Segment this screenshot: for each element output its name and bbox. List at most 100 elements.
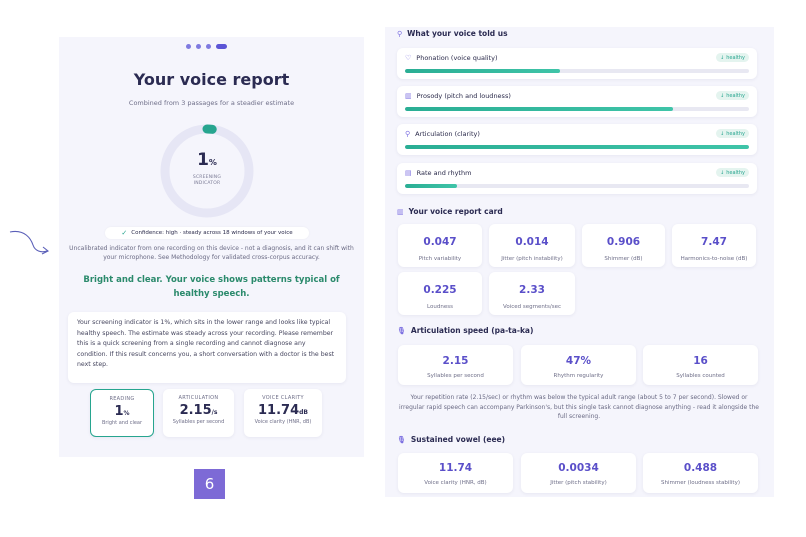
articulation-explanation: Your repetition rate (2.15/sec) or rhyth… <box>399 394 759 420</box>
step-indicator <box>186 44 227 49</box>
score-ring-fill <box>160 124 254 218</box>
stat-label: Syllables counted <box>676 373 725 379</box>
stat-card: 2.33 Voiced segments/sec <box>489 272 575 315</box>
stat-value: 0.014 <box>515 236 549 248</box>
page-title: Your voice report <box>133 70 290 89</box>
trait-fill <box>405 69 560 73</box>
stat-card: 0.0034 Jitter (pitch stability) <box>521 453 636 493</box>
section-title-report-card: ▥ Your voice report card <box>397 207 503 216</box>
step-dot[interactable] <box>206 44 211 49</box>
annotation-arrow-icon <box>9 230 50 255</box>
metric-value: 11.74dB <box>258 403 308 418</box>
stat-card: 7.47 Harmonics-to-noise (dB) <box>672 224 756 267</box>
page-number-badge: 6 <box>194 469 225 499</box>
section-title-text: Sustained vowel (eee) <box>410 435 506 444</box>
trait-track <box>405 69 749 73</box>
stat-value: 16 <box>693 355 708 367</box>
microphone-icon: 🎙 <box>397 435 406 444</box>
check-icon: ✓ <box>121 229 128 237</box>
stat-card: 0.488 Shimmer (loudness stability) <box>643 453 758 493</box>
section-title-text: What your voice told us <box>407 29 508 38</box>
stat-value: 0.225 <box>423 284 457 296</box>
search-icon: ⚲ <box>405 130 411 138</box>
step-dot-active[interactable] <box>216 44 227 49</box>
metric-label: READING <box>109 396 135 402</box>
section-title-sustained-vowel: 🎙 Sustained vowel (eee) <box>397 435 505 444</box>
stat-label: Loudness <box>427 304 453 310</box>
stat-card: 16 Syllables counted <box>643 345 758 385</box>
stat-card: 0.906 Shimmer (dB) <box>582 224 665 267</box>
trait-track <box>405 107 749 111</box>
stat-card: 2.15 Syllables per second <box>398 345 513 385</box>
stat-label: Jitter (pitch stability) <box>550 480 607 486</box>
stat-value: 7.47 <box>701 236 727 248</box>
stat-value: 0.0034 <box>558 462 599 474</box>
status-badge: ↓ healthy <box>716 168 749 177</box>
section-title-articulation-speed: 🎙 Articulation speed (pa-ta-ka) <box>397 326 533 335</box>
confidence-pill: ✓ Confidence: high · steady across 18 wi… <box>105 227 309 239</box>
stat-card: 0.225 Loudness <box>398 272 482 315</box>
document-icon: ▤ <box>405 169 412 177</box>
stat-label: Pitch variability <box>418 256 462 262</box>
step-dot[interactable] <box>196 44 201 49</box>
stat-label: Rhythm regularity <box>553 373 604 379</box>
stat-label: Harmonics-to-noise (dB) <box>680 256 748 262</box>
metric-label: ARTICULATION <box>178 395 219 401</box>
score-unit: % <box>208 158 217 167</box>
step-dot[interactable] <box>186 44 191 49</box>
score-ring <box>160 124 254 218</box>
stat-value: 0.906 <box>606 236 641 248</box>
stat-value: 11.74 <box>438 462 473 474</box>
score-value: 1% <box>157 150 257 170</box>
metric-articulation[interactable]: ARTICULATION 2.15/s Syllables per second <box>163 389 234 437</box>
metric-label: VOICE CLARITY <box>262 395 304 401</box>
trait-name: Articulation (clarity) <box>415 130 480 138</box>
metric-voice-clarity[interactable]: VOICE CLARITY 11.74dB Voice clarity (HNR… <box>244 389 322 437</box>
stat-card: 11.74 Voice clarity (HNR, dB) <box>398 453 513 493</box>
metric-reading[interactable]: READING 1% Bright and clear <box>90 389 154 437</box>
stat-value: 0.488 <box>683 462 718 474</box>
stat-label: Voice clarity (HNR, dB) <box>424 480 487 486</box>
stat-card: 0.014 Jitter (pitch instability) <box>489 224 575 267</box>
score-number: 1 <box>197 150 209 170</box>
heart-icon: ♡ <box>405 54 412 62</box>
trait-articulation[interactable]: ⚲ Articulation (clarity) ↓ healthy <box>397 124 757 155</box>
stat-value: 47% <box>565 355 592 367</box>
trait-track <box>405 184 749 188</box>
metric-sub: Syllables per second <box>172 419 225 425</box>
section-title-text: Your voice report card <box>408 207 503 216</box>
stat-label: Voiced segments/sec <box>503 304 561 310</box>
stat-value: 2.33 <box>519 284 545 296</box>
stat-label: Shimmer (loudness stability) <box>660 480 740 486</box>
bar-chart-icon: ▥ <box>397 207 404 216</box>
stat-card: 0.047 Pitch variability <box>398 224 482 267</box>
trait-fill <box>405 107 674 111</box>
bar-chart-icon: ▥ <box>405 92 412 100</box>
confidence-text: Confidence: high · steady across 18 wind… <box>131 230 293 236</box>
disclaimer-note: Uncalibrated indicator from one recordin… <box>69 245 354 261</box>
metric-sub: Bright and clear <box>101 420 143 426</box>
trait-name: Phonation (voice quality) <box>416 54 498 62</box>
stat-value: 0.047 <box>423 236 457 248</box>
trait-phonation[interactable]: ♡ Phonation (voice quality) ↓ healthy <box>397 48 757 79</box>
page-subtitle: Combined from 3 passages for a steadier … <box>128 99 295 107</box>
stat-label: Syllables per second <box>427 373 484 379</box>
metric-value: 1% <box>114 404 130 419</box>
trait-track <box>405 145 749 149</box>
trait-prosody[interactable]: ▥ Prosody (pitch and loudness) ↓ healthy <box>397 86 757 117</box>
status-badge: ↓ healthy <box>716 91 749 100</box>
trait-rate-rhythm[interactable]: ▤ Rate and rhythm ↓ healthy <box>397 163 757 194</box>
trait-fill <box>405 184 457 188</box>
voice-report-panel: Your voice report Combined from 3 passag… <box>59 37 364 457</box>
search-icon: ⚲ <box>397 29 403 38</box>
stat-card: 47% Rhythm regularity <box>521 345 636 385</box>
section-title-told-us: ⚲ What your voice told us <box>397 29 508 38</box>
score-label: SCREENING INDICATOR <box>192 175 222 186</box>
stat-label: Jitter (pitch instability) <box>501 256 563 262</box>
trait-name: Prosody (pitch and loudness) <box>416 92 511 100</box>
stat-value: 2.15 <box>442 355 469 367</box>
explanation-card: Your screening indicator is 1%, which si… <box>68 312 346 383</box>
metric-sub: Voice clarity (HNR, dB) <box>254 419 312 425</box>
report-details-panel: ⚲ What your voice told us ♡ Phonation (vo… <box>385 27 774 497</box>
section-title-text: Articulation speed (pa-ta-ka) <box>410 326 534 335</box>
